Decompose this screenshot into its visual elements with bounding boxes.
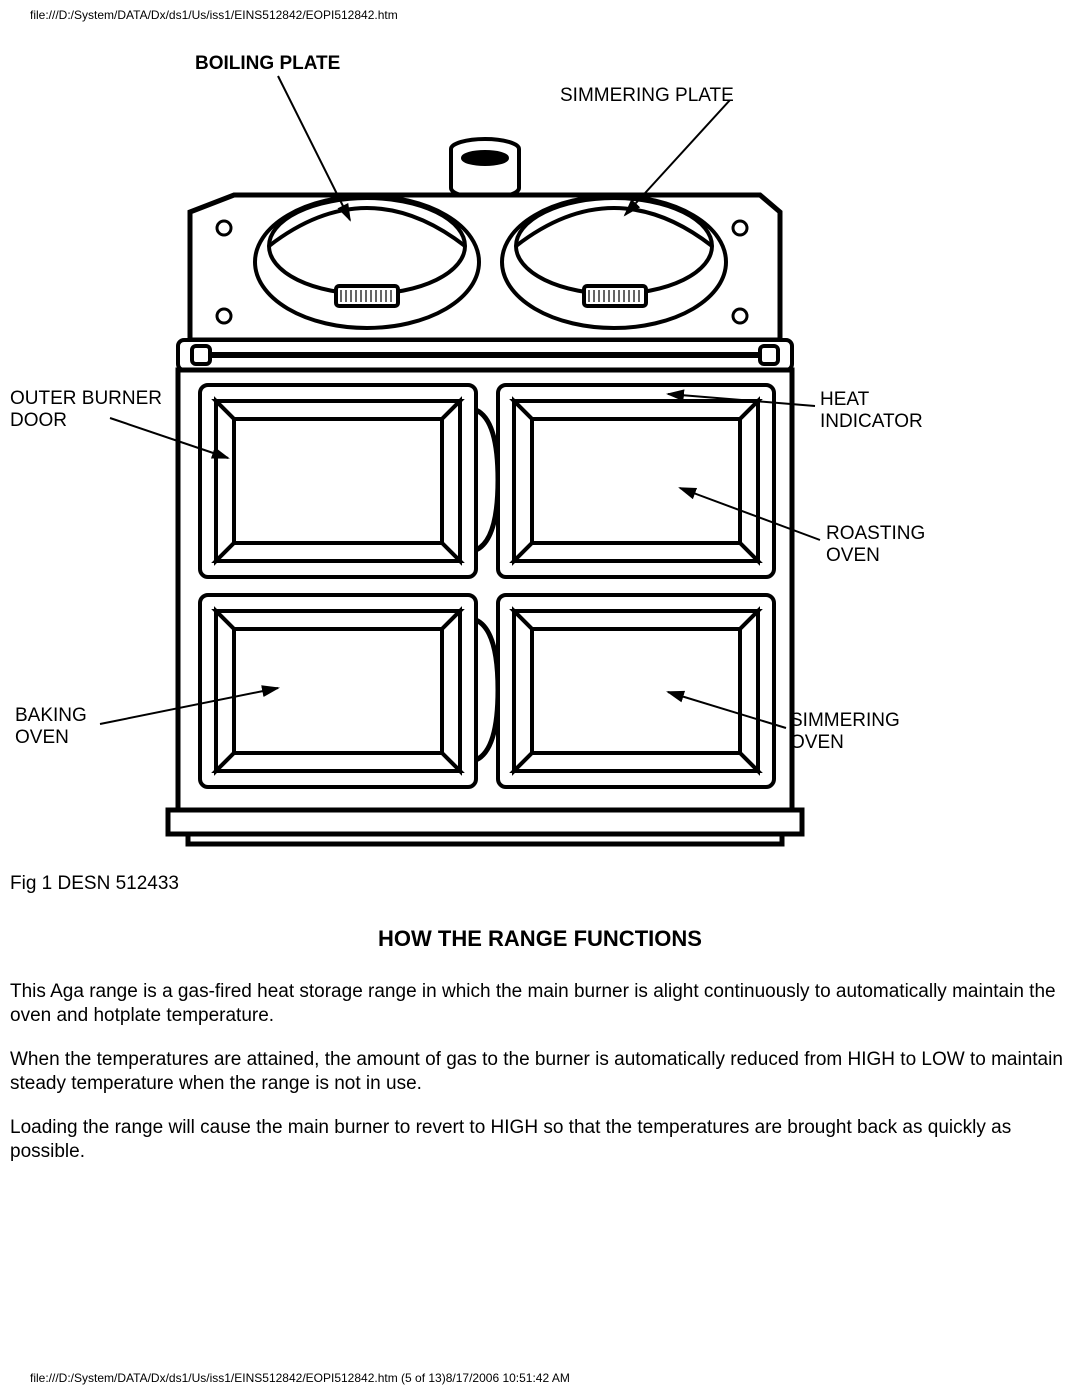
figure-caption: Fig 1 DESN 512433: [10, 873, 179, 895]
label-baking-oven: BAKING OVEN: [15, 705, 87, 749]
label-outer-burner-door: OUTER BURNER DOOR: [10, 388, 162, 432]
paragraph-3: Loading the range will cause the main bu…: [10, 1116, 1070, 1164]
footer-path: file:///D:/System/DATA/Dx/ds1/Us/iss1/EI…: [30, 1371, 570, 1385]
label-boiling-plate: BOILING PLATE: [195, 53, 340, 75]
range-svg: AGA: [0, 40, 1080, 860]
paragraph-1: This Aga range is a gas-fired heat stora…: [10, 980, 1070, 1028]
paragraph-2: When the temperatures are attained, the …: [10, 1048, 1070, 1096]
label-simmering-plate: SIMMERING PLATE: [560, 85, 734, 107]
label-roasting-oven: ROASTING OVEN: [826, 523, 925, 567]
range-diagram: BOILING PLATE SIMMERING PLATE OUTER BURN…: [0, 40, 1080, 860]
label-simmering-oven: SIMMERING OVEN: [790, 710, 900, 754]
label-heat-indicator: HEAT INDICATOR: [820, 389, 923, 433]
section-title: HOW THE RANGE FUNCTIONS: [0, 926, 1080, 952]
header-path: file:///D:/System/DATA/Dx/ds1/Us/iss1/EI…: [30, 8, 398, 22]
